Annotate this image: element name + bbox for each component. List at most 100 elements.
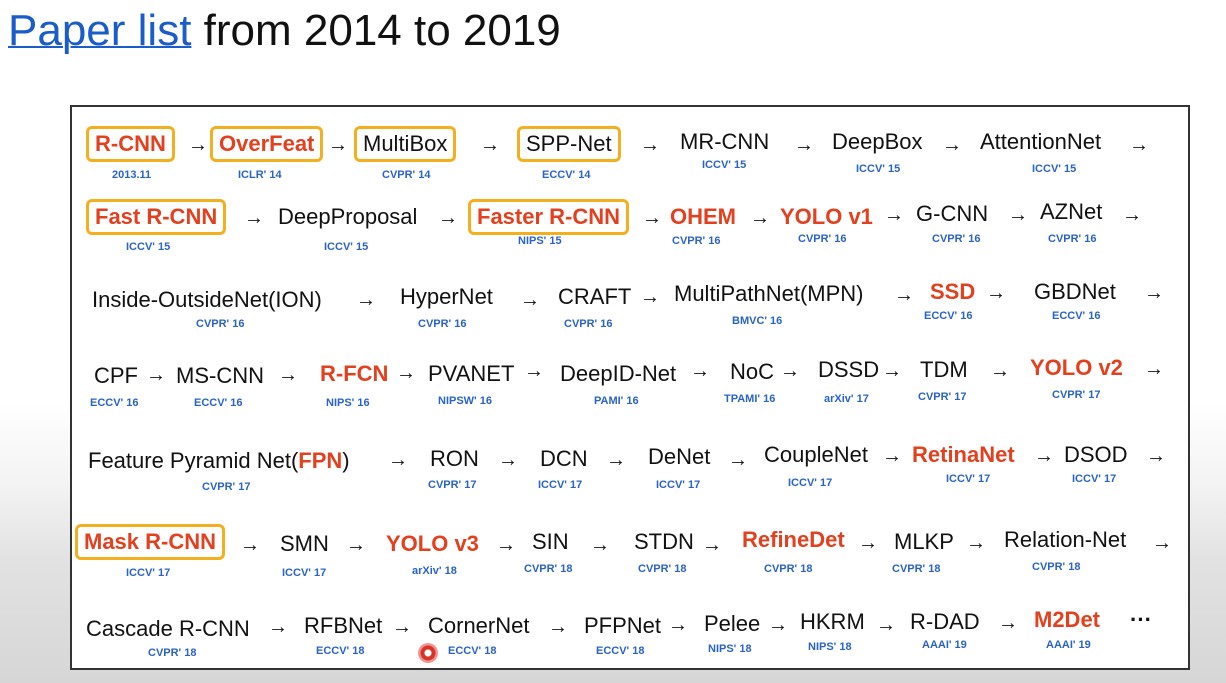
venue-mscnn: ECCV' 16	[194, 397, 243, 409]
venue-mrcnn: ICCV' 15	[702, 159, 747, 171]
paper-pvanet: PVANET	[428, 361, 515, 386]
venue-rcnn: 2013.11	[112, 169, 152, 181]
paper-noc: NoC	[730, 359, 775, 384]
arrow-icon: →	[480, 134, 500, 156]
paper-dsod: DSOD	[1064, 442, 1128, 467]
venue-yolo-v1: CVPR' 16	[798, 233, 847, 245]
paper-deepbox: DeepBox	[832, 129, 923, 154]
arrow-icon: →	[876, 614, 896, 636]
venue-pelee: NIPS' 18	[708, 643, 752, 655]
paper-deepproposal: DeepProposal	[278, 204, 418, 229]
slide-title: Paper list from 2014 to 2019	[8, 6, 561, 56]
arrow-icon: →	[966, 532, 986, 554]
venue-hkrm: NIPS' 18	[808, 641, 852, 653]
paper-dcn: DCN	[540, 446, 588, 471]
venue-ssd: ECCV' 16	[924, 310, 973, 322]
arrow-icon: →	[278, 364, 298, 386]
arrow-icon: →	[606, 449, 626, 471]
arrow-icon: →	[858, 532, 878, 554]
paper-fast-rcnn: Fast R-CNN	[86, 199, 227, 235]
paper-ohem: OHEM	[670, 204, 736, 229]
venue-pvanet: NIPSW' 16	[438, 395, 492, 407]
paper-cascade-rcnn: Cascade R-CNN	[86, 616, 250, 641]
arrow-icon: →	[396, 362, 416, 384]
paper-mscnn: MS-CNN	[176, 363, 264, 388]
paper-relation-net: Relation-Net	[1004, 527, 1127, 552]
paper-faster-rcnn: Faster R-CNN	[468, 199, 630, 235]
arrow-icon: →	[640, 286, 660, 308]
paper-m2det: M2Det	[1034, 607, 1101, 632]
arrow-icon: →	[346, 534, 366, 556]
paper-ssd: SSD	[930, 279, 976, 304]
arrow-icon: →	[188, 134, 208, 156]
venue-ion: CVPR' 16	[196, 318, 245, 330]
paper-fpn: Feature Pyramid Net(FPN)	[88, 448, 350, 473]
venue-tdm: CVPR' 17	[918, 391, 967, 403]
paper-list-link[interactable]: Paper list	[8, 6, 192, 55]
venue-hypernet: CVPR' 16	[418, 318, 467, 330]
arrow-icon: →	[640, 134, 660, 156]
venue-gcnn: CVPR' 16	[932, 233, 981, 245]
venue-cornernet: ECCV' 18	[448, 645, 497, 657]
arrow-icon: →	[1152, 532, 1172, 554]
venue-yolo-v2: CVPR' 17	[1052, 389, 1101, 401]
arrow-icon: →	[942, 134, 962, 156]
paper-stdn: STDN	[634, 529, 694, 554]
paper-refinedet: RefineDet	[742, 527, 845, 552]
arrow-icon: →	[498, 449, 518, 471]
arrow-icon: →	[1144, 282, 1164, 304]
paper-mlkp: MLKP	[894, 529, 954, 554]
paper-yolo-v3: YOLO v3	[386, 531, 479, 556]
venue-ron: CVPR' 17	[428, 479, 477, 491]
venue-relation-net: CVPR' 18	[1032, 561, 1081, 573]
arrow-icon: →	[1146, 445, 1166, 467]
venue-sin: CVPR' 18	[524, 563, 573, 575]
venue-mlkp: CVPR' 18	[892, 563, 941, 575]
venue-multibox: CVPR' 14	[382, 169, 431, 181]
arrow-icon: →	[1122, 204, 1142, 226]
paper-aznet: AZNet	[1040, 199, 1103, 224]
paper-sppnet: SPP-Net	[517, 126, 621, 162]
arrow-icon: →	[328, 134, 348, 156]
paper-ron: RON	[430, 446, 479, 471]
arrow-icon: →	[882, 445, 902, 467]
paper-rfbnet: RFBNet	[304, 613, 383, 638]
venue-faster-rcnn: NIPS' 15	[518, 235, 562, 247]
paper-craft: CRAFT	[558, 284, 632, 309]
paper-dssd: DSSD	[818, 357, 880, 382]
arrow-icon: →	[690, 360, 710, 382]
venue-cpf: ECCV' 16	[90, 397, 139, 409]
arrow-icon: →	[884, 204, 904, 226]
paper-overfeat: OverFeat	[210, 126, 324, 162]
arrow-icon: →	[750, 207, 770, 229]
paper-gbdnet: GBDNet	[1034, 279, 1116, 304]
paper-rdad: R-DAD	[910, 609, 980, 634]
venue-rdad: AAAI' 19	[922, 639, 967, 651]
arrow-icon: →	[438, 207, 458, 229]
paper-gcnn: G-CNN	[916, 201, 989, 226]
venue-overfeat: ICLR' 14	[238, 169, 282, 181]
arrow-icon: →	[146, 364, 166, 386]
arrow-icon: →	[244, 207, 264, 229]
venue-deepproposal: ICCV' 15	[324, 241, 369, 253]
venue-ohem: CVPR' 16	[672, 235, 721, 247]
arrow-icon: →	[780, 360, 800, 382]
venue-noc: TPAMI' 16	[724, 393, 776, 405]
arrow-icon: →	[702, 534, 722, 556]
venue-dssd: arXiv' 17	[824, 393, 869, 405]
venue-sppnet: ECCV' 14	[542, 169, 591, 181]
venue-craft: CVPR' 16	[564, 318, 613, 330]
paper-tdm: TDM	[920, 357, 968, 382]
paper-yolo-v2: YOLO v2	[1030, 355, 1123, 380]
arrow-icon: →	[998, 612, 1018, 634]
venue-refinedet: CVPR' 18	[764, 563, 813, 575]
venue-smn: ICCV' 17	[282, 567, 327, 579]
arrow-icon: →	[794, 134, 814, 156]
venue-dcn: ICCV' 17	[538, 479, 583, 491]
venue-deepidnet: PAMI' 16	[594, 395, 639, 407]
paper-multibox: MultiBox	[354, 126, 457, 162]
paper-mpn: MultiPathNet(MPN)	[674, 281, 864, 306]
venue-rfbnet: ECCV' 18	[316, 645, 365, 657]
venue-cascade-rcnn: CVPR' 18	[148, 647, 197, 659]
venue-rfcn: NIPS' 16	[326, 397, 370, 409]
